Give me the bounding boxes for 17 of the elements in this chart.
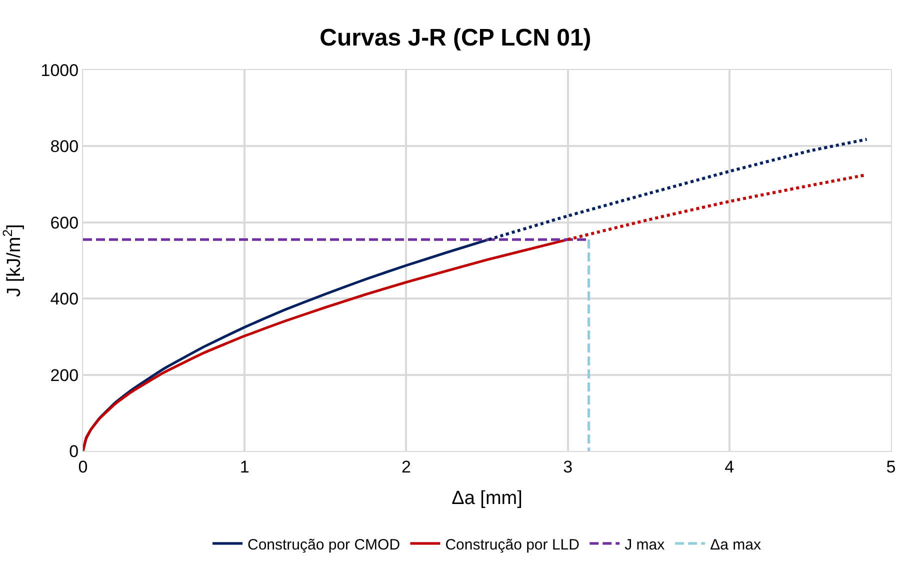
y-tick-label: 600 xyxy=(50,213,79,232)
y-tick-label: 0 xyxy=(69,442,79,461)
legend-label: Construção por LLD xyxy=(445,536,580,554)
legend-label: J max xyxy=(624,536,666,554)
y-tick-label: 400 xyxy=(50,290,79,309)
x-tick-label: 1 xyxy=(240,457,250,476)
legend-label: Construção por CMOD xyxy=(248,536,400,554)
x-tick-label: 2 xyxy=(401,457,411,476)
x-tick-label: 4 xyxy=(724,457,734,476)
y-tick-label: 200 xyxy=(50,366,79,385)
y-tick-label: 800 xyxy=(50,137,79,156)
chart-title: Curvas J-R (CP LCN 01) xyxy=(320,24,592,52)
x-tick-label: 5 xyxy=(886,457,896,476)
x-axis-title: Δa [mm] xyxy=(452,488,522,510)
y-tick-label: 1000 xyxy=(40,60,79,80)
x-tick-label: 3 xyxy=(563,457,573,476)
legend-label: Δa max xyxy=(710,536,762,554)
